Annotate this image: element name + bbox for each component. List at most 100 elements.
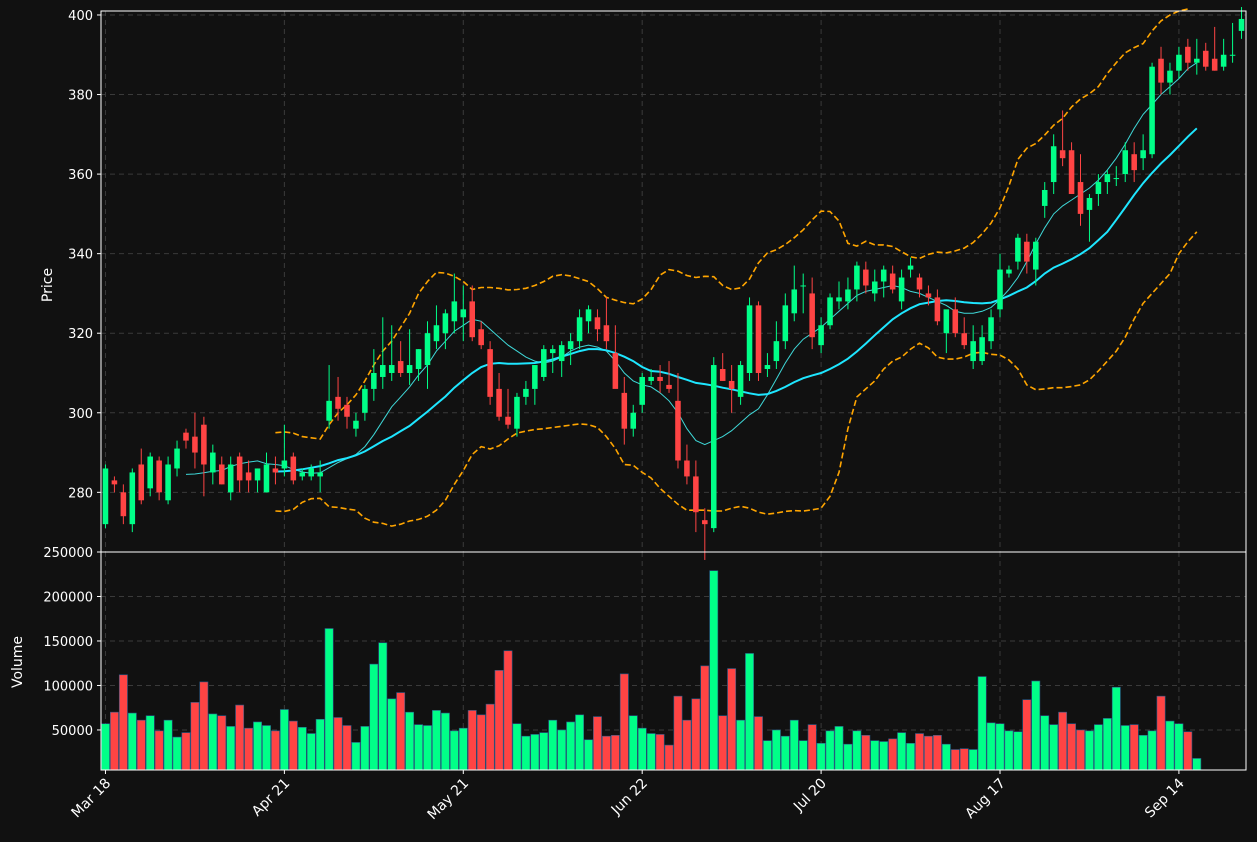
- volume-bar: [798, 740, 808, 771]
- volume-bar: [915, 733, 924, 771]
- volume-bar: [405, 711, 415, 771]
- candle-body: [451, 301, 458, 322]
- volume-bar: [1049, 724, 1059, 771]
- candle-body: [764, 365, 771, 370]
- volume-bar: [548, 719, 558, 771]
- volume-bar: [664, 744, 674, 771]
- candle-body: [156, 460, 162, 493]
- candle-body: [737, 365, 744, 397]
- volume-bar: [172, 736, 182, 771]
- volume-bar: [789, 719, 799, 771]
- volume-bar: [646, 733, 656, 771]
- volume-bar: [1085, 730, 1094, 771]
- volume-tick-label: 50000: [52, 724, 93, 739]
- volume-bar: [360, 726, 370, 771]
- candle-body: [988, 317, 994, 342]
- candle-body: [469, 301, 476, 338]
- volume-bar: [1004, 730, 1014, 771]
- volume-bar: [691, 698, 701, 771]
- candle-body: [1006, 269, 1012, 274]
- volume-bar: [244, 727, 254, 771]
- candle-body: [1104, 174, 1111, 183]
- candle-body: [120, 492, 127, 517]
- volume-bar: [297, 726, 307, 771]
- candle-body: [102, 468, 109, 525]
- bollinger-line-3: [275, 231, 1198, 527]
- candle-body: [558, 345, 565, 362]
- candle-body: [505, 416, 511, 425]
- candle-body: [1238, 18, 1245, 31]
- candle-body: [353, 420, 359, 429]
- candle-body: [576, 317, 583, 342]
- volume-bar: [1102, 718, 1112, 771]
- volume-panel-frame: [100, 551, 1247, 771]
- volume-bar: [575, 714, 584, 771]
- price-tick-label: 400: [68, 9, 93, 24]
- volume-bar: [324, 628, 334, 771]
- volume-bar: [432, 710, 441, 771]
- volume-bar: [780, 735, 790, 771]
- candle-body: [1077, 182, 1084, 214]
- candle-body: [442, 313, 449, 334]
- price-tick-label: 320: [68, 327, 93, 342]
- candle-body: [746, 305, 753, 373]
- bollinger-line-2: [275, 8, 1189, 440]
- candle-body: [809, 293, 815, 338]
- candle-body: [254, 468, 261, 481]
- candle-body: [666, 384, 672, 389]
- candle-body: [496, 388, 502, 417]
- volume-bar: [127, 712, 137, 771]
- volume-bars: [101, 570, 1202, 771]
- candle-body: [1158, 58, 1164, 83]
- volume-bar: [861, 734, 871, 771]
- volume-bar: [288, 720, 298, 771]
- candle-body: [245, 472, 252, 481]
- volume-bar: [1156, 695, 1166, 771]
- candle-body: [236, 456, 243, 481]
- volume-bar: [852, 730, 862, 771]
- volume-bar: [673, 695, 683, 771]
- candle-body: [755, 305, 762, 373]
- volume-bar: [110, 711, 119, 771]
- candle-body: [800, 285, 806, 287]
- candle-body: [907, 265, 914, 270]
- volume-bar: [584, 739, 593, 771]
- volume-bar: [145, 715, 155, 771]
- volume-bar: [467, 710, 477, 771]
- candle-body: [845, 289, 851, 302]
- candle-body: [138, 464, 145, 501]
- volume-tick-label: 250000: [43, 546, 93, 561]
- candle-body: [818, 325, 824, 346]
- volume-bar: [208, 713, 218, 771]
- volume-bar: [387, 698, 397, 771]
- volume-bar: [879, 741, 889, 771]
- volume-bar: [279, 709, 289, 771]
- candle-body: [1068, 150, 1075, 194]
- volume-bar: [825, 730, 835, 771]
- candle-body: [183, 432, 189, 441]
- volume-bar: [414, 724, 423, 771]
- candle-body: [1149, 66, 1155, 155]
- volume-bar: [557, 729, 567, 771]
- volume-bar: [986, 722, 996, 771]
- volume-bar: [342, 725, 352, 771]
- candle-body: [916, 277, 923, 290]
- volume-bar: [1120, 725, 1130, 771]
- volume-bar: [610, 734, 620, 771]
- volume-bar: [154, 730, 164, 771]
- candle-body: [1086, 197, 1093, 210]
- volume-bar: [888, 738, 898, 771]
- volume-bar: [1174, 723, 1184, 771]
- candle-body: [201, 424, 207, 465]
- volume-bar: [628, 715, 638, 771]
- candle-body: [1024, 241, 1030, 262]
- candle-body: [827, 297, 833, 326]
- volume-bar: [924, 735, 933, 771]
- volume-bar: [253, 721, 262, 771]
- price-tick-label: 360: [68, 168, 93, 183]
- volume-bar: [637, 727, 647, 771]
- volume-bar: [1111, 686, 1121, 771]
- volume-bar: [315, 718, 325, 771]
- candle-body: [388, 365, 395, 373]
- volume-bar: [763, 740, 772, 771]
